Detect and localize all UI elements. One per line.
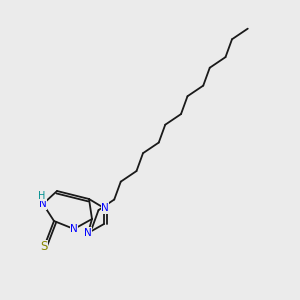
Text: N: N bbox=[101, 203, 109, 213]
Text: S: S bbox=[40, 241, 48, 254]
Text: H: H bbox=[38, 191, 46, 201]
Text: N: N bbox=[70, 224, 78, 234]
Text: N: N bbox=[39, 199, 47, 209]
Text: N: N bbox=[84, 228, 92, 238]
